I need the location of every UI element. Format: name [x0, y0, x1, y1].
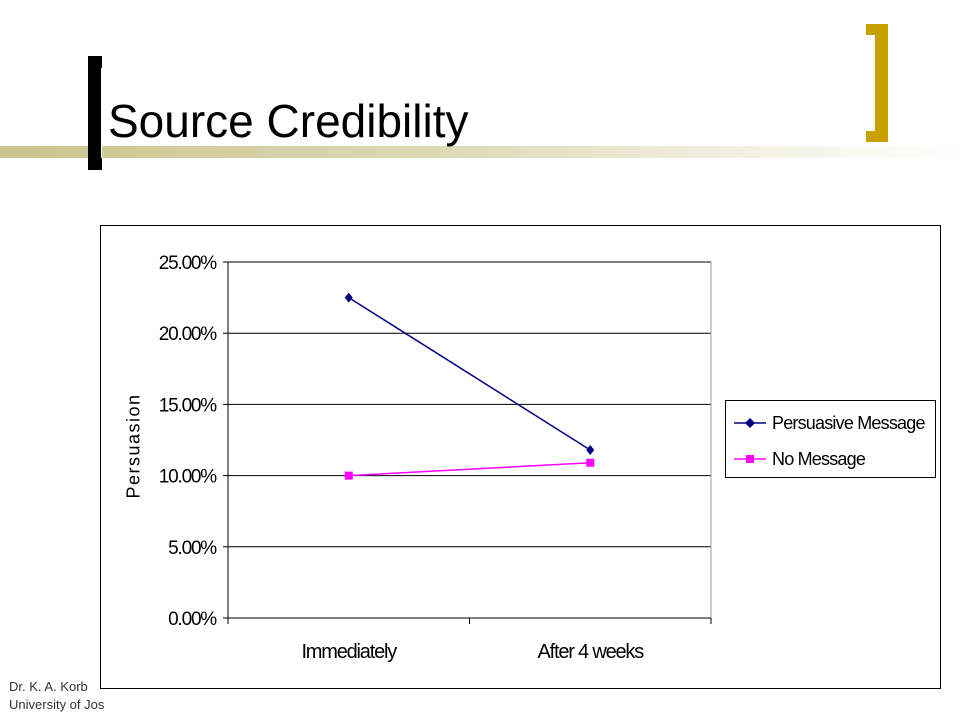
- right-bracket-decoration: [866, 24, 888, 142]
- legend-label-persuasive-message: Persuasive Message: [772, 413, 925, 433]
- y-tick-label: 0.00%: [168, 609, 217, 630]
- data-point: [344, 292, 353, 303]
- left-bracket-decoration: [88, 56, 102, 170]
- series-line: [348, 462, 591, 477]
- slide-title: Source Credibility: [108, 95, 469, 147]
- y-tick-label: 25.00%: [159, 253, 218, 274]
- legend-swatch-persuasive-message: [734, 418, 766, 428]
- legend-item-no-message: No Message: [726, 447, 935, 471]
- gridlines: [228, 261, 711, 548]
- y-tick-label: 10.00%: [159, 467, 218, 488]
- title-band: [0, 146, 960, 158]
- data-point: [586, 458, 595, 467]
- y-axis-label: Persuasion: [123, 393, 144, 499]
- y-tick-label: 15.00%: [159, 395, 218, 416]
- series-no-message: [344, 458, 595, 480]
- x-tick-label: Immediately: [301, 641, 397, 663]
- data-point: [586, 444, 595, 455]
- x-tick-label: After 4 weeks: [537, 641, 644, 663]
- legend-swatch-no-message: [734, 455, 766, 463]
- footer-author: Dr. K. A. Korb: [9, 679, 88, 694]
- series-line: [348, 296, 591, 451]
- y-tick-label: 5.00%: [168, 538, 217, 559]
- axes: [223, 261, 712, 624]
- chart-legend: Persuasive Message No Message: [725, 400, 936, 478]
- tick-labels: 0.00% 5.00% 10.00% 15.00% 20.00% 25.00% Immedi…: [159, 253, 646, 663]
- legend-label-no-message: No Message: [772, 449, 866, 469]
- series-layer: [344, 292, 595, 480]
- series-persuasive-message: [344, 292, 595, 455]
- slide-footer: Dr. K. A. Korb University of Jos: [9, 678, 104, 714]
- footer-institution: University of Jos: [9, 697, 105, 712]
- y-tick-label: 20.00%: [159, 324, 218, 345]
- data-point: [344, 471, 353, 480]
- legend-item-persuasive-message: Persuasive Message: [726, 411, 935, 435]
